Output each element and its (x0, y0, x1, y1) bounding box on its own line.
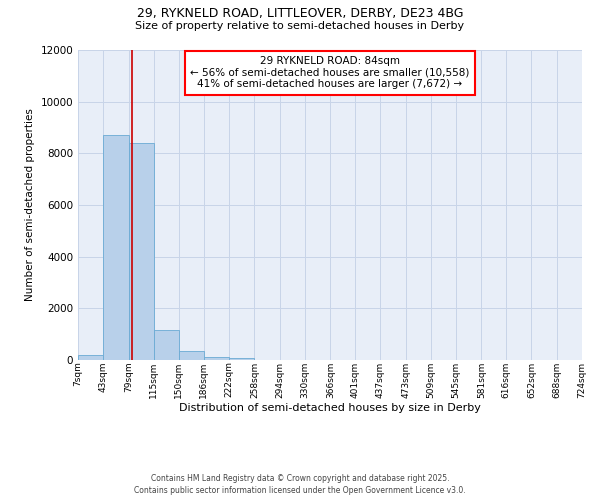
Bar (103, 135, 128, 360)
Text: Contains HM Land Registry data © Crown copyright and database right 2025.
Contai: Contains HM Land Registry data © Crown c… (134, 474, 466, 495)
Y-axis label: Number of semi-detached properties: Number of semi-detached properties (25, 108, 35, 302)
Bar (154, 330, 179, 360)
Bar (229, 358, 254, 360)
Text: 29, RYKNELD ROAD, LITTLEOVER, DERBY, DE23 4BG: 29, RYKNELD ROAD, LITTLEOVER, DERBY, DE2… (137, 8, 463, 20)
Bar (204, 358, 229, 360)
Bar (78, 355, 103, 360)
Text: Size of property relative to semi-detached houses in Derby: Size of property relative to semi-detach… (136, 21, 464, 31)
Bar (179, 351, 204, 360)
Bar (128, 143, 154, 360)
X-axis label: Distribution of semi-detached houses by size in Derby: Distribution of semi-detached houses by … (179, 404, 481, 413)
Text: 29 RYKNELD ROAD: 84sqm
← 56% of semi-detached houses are smaller (10,558)
41% of: 29 RYKNELD ROAD: 84sqm ← 56% of semi-det… (190, 56, 470, 90)
